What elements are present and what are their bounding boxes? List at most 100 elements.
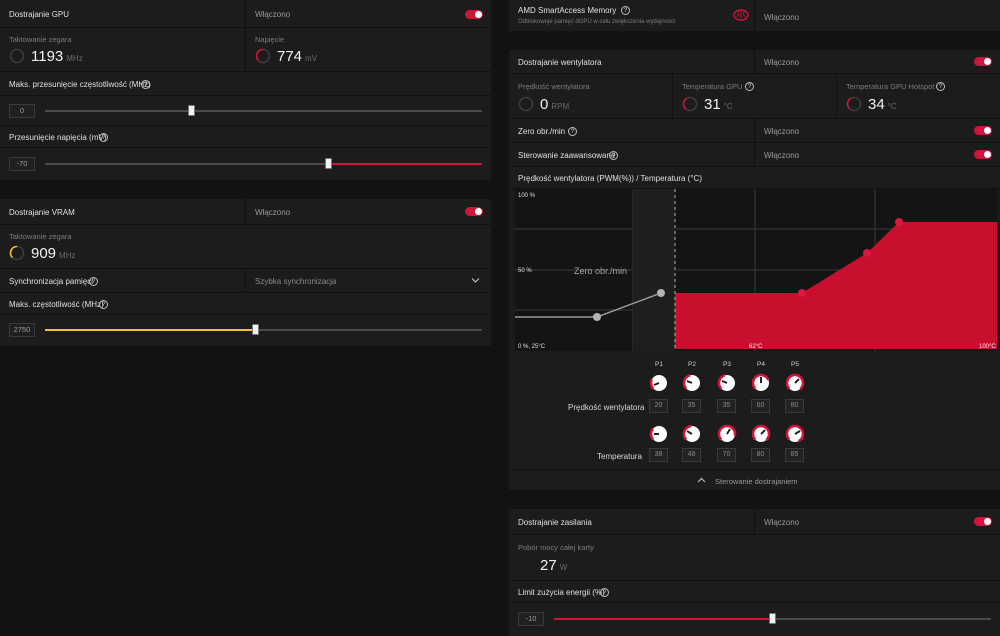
sam-state: Włączono [764, 13, 800, 22]
fan-curve-chart[interactable]: 100 % 50 % 0 %, 25°C 62°C 100°C Zero obr… [515, 189, 997, 351]
gpu-temp-gauge-icon [682, 96, 698, 112]
voltage-offset-slider-thumb[interactable] [325, 158, 332, 169]
power-limit-slider-row: -10 [509, 603, 1000, 636]
gpu-tuning-toggle[interactable] [465, 10, 483, 19]
voltage-offset-label: Przesunięcie napięcia (mV) [9, 133, 107, 142]
memory-sync-label: Synchronizacja pamięci [9, 277, 94, 286]
fan-tuning-toggle[interactable] [974, 57, 992, 66]
collapse-tuning-control[interactable]: Sterowanie dostrajaniem [509, 469, 1000, 490]
hotspot-temp-readout: 34 °C [868, 96, 897, 113]
power-limit-slider-thumb[interactable] [769, 613, 776, 624]
help-icon[interactable]: ? [89, 277, 98, 286]
zero-rpm-start-point[interactable] [593, 313, 601, 321]
speed-value-p4[interactable]: 60 [751, 399, 770, 413]
max-freq-offset-slider-thumb[interactable] [188, 105, 195, 116]
temp-row-label: Temperatura [597, 452, 642, 461]
vram-max-freq-label: Maks. częstotliwość (MHz) [9, 300, 104, 309]
fan-tuning-title: Dostrajanie wentylatora [518, 58, 602, 67]
speed-knob-p4[interactable] [751, 373, 771, 393]
gpu-tuning-header: Dostrajanie GPU Włączono [0, 0, 491, 28]
point-label-p3: P3 [723, 361, 731, 368]
help-icon[interactable]: ? [141, 80, 150, 89]
vram-max-freq-input[interactable]: 2750 [9, 323, 35, 337]
gpu-metrics-row: Taktowanie zegara 1193 MHz Napięcie 774 mV [0, 28, 491, 72]
power-tuning-toggle[interactable] [974, 517, 992, 526]
temp-value-p1[interactable]: 38 [649, 448, 668, 462]
help-icon[interactable]: ? [600, 588, 609, 597]
gpu-temp-value: 31 [704, 96, 721, 113]
zero-rpm-stop-point[interactable] [657, 289, 665, 297]
zero-rpm-toggle[interactable] [974, 126, 992, 135]
speed-value-p2[interactable]: 35 [682, 399, 701, 413]
fan-curve-area [675, 222, 997, 349]
fan-speed-value: 0 [540, 96, 549, 113]
vram-max-freq-slider-row: 2750 [0, 315, 491, 346]
gpu-tuning-state: Włączono [255, 10, 291, 19]
speed-knob-p3[interactable] [717, 373, 737, 393]
origin-label: 0 %, 25°C [518, 344, 546, 350]
speed-value-p3[interactable]: 35 [717, 399, 736, 413]
fan-curve-title: Prędkość wentylatora (PWM(%)) / Temperat… [518, 174, 702, 183]
help-icon[interactable]: ? [99, 133, 108, 142]
temp-knob-p4[interactable] [751, 424, 771, 444]
zero-rpm-state: Włączono [764, 127, 800, 136]
max-freq-offset-label: Maks. przesunięcie częstotliwość (MHz) [9, 80, 151, 89]
gpu-tuning-panel: Dostrajanie GPU Włączono Taktowanie zega… [0, 0, 491, 180]
vram-clock-readout: 909 MHz [31, 245, 75, 262]
vram-max-freq-header: Maks. częstotliwość (MHz) ? [0, 293, 491, 315]
gpu-voltage-gauge-icon [255, 48, 271, 64]
speed-value-p5[interactable]: 80 [785, 399, 804, 413]
max-freq-offset-track[interactable] [45, 110, 482, 112]
max-freq-offset-input[interactable]: 0 [9, 104, 35, 118]
collapse-tuning-label: Sterowanie dostrajaniem [715, 477, 798, 486]
gpu-voltage-value: 774 [277, 48, 303, 65]
speed-knob-p2[interactable] [682, 373, 702, 393]
speed-value-p1[interactable]: 20 [649, 399, 668, 413]
sam-description: Odblokowuje pamięć dGPU w celu zwiększen… [518, 19, 676, 25]
temp-value-p4[interactable]: 80 [751, 448, 770, 462]
power-limit-header: Limit zużycia energii (%) ? [509, 581, 1000, 603]
vram-clock-label: Taktowanie zegara [9, 232, 72, 241]
curve-point-p4[interactable] [863, 249, 871, 257]
temp-knob-p2[interactable] [682, 424, 702, 444]
memory-sync-dropdown[interactable]: Szybka synchronizacja [246, 269, 491, 293]
temp-knob-p3[interactable] [717, 424, 737, 444]
voltage-offset-slider-row: -70 [0, 148, 491, 180]
speed-knob-p1[interactable] [649, 373, 669, 393]
y-axis-mid-label: 50 % [518, 268, 532, 274]
curve-point-p5[interactable] [895, 218, 903, 226]
help-icon[interactable]: ? [745, 82, 754, 91]
help-icon[interactable]: ? [621, 6, 630, 15]
fan-points-grid: P1 P2 P3 P4 P5 Prędkość wentylatora 20 3… [509, 351, 1000, 469]
help-icon[interactable]: ? [568, 127, 577, 136]
point-label-p2: P2 [688, 361, 696, 368]
power-limit-input[interactable]: -10 [518, 612, 544, 626]
fan-tuning-header: Dostrajanie wentylatora Włączono [509, 50, 1000, 74]
gpu-temp-label: Temperatura GPU [682, 82, 743, 91]
voltage-offset-track[interactable] [45, 163, 482, 165]
help-icon[interactable]: ? [99, 300, 108, 309]
help-icon[interactable]: ? [936, 82, 945, 91]
vram-tuning-toggle[interactable] [465, 207, 483, 216]
power-tuning-panel: Dostrajanie zasilania Włączono Pobór moc… [509, 509, 1000, 636]
vram-max-freq-fill [45, 329, 256, 331]
y-axis-top-label: 100 % [518, 193, 536, 199]
vram-max-freq-slider-thumb[interactable] [252, 324, 259, 335]
advanced-control-toggle[interactable] [974, 150, 992, 159]
voltage-offset-input[interactable]: -70 [9, 157, 35, 171]
temp-value-p2[interactable]: 48 [682, 448, 701, 462]
curve-point-p3[interactable] [798, 289, 806, 297]
hotspot-temp-label: Temperatura GPU Hotspot [846, 82, 935, 91]
help-icon[interactable]: ? [609, 151, 618, 160]
power-draw-readout: 27 W [540, 557, 567, 574]
fan-speed-label: Prędkość wentylatora [518, 82, 590, 91]
temp-knob-p1[interactable] [649, 424, 669, 444]
temp-knob-p5[interactable] [785, 424, 805, 444]
speed-knob-p5[interactable] [785, 373, 805, 393]
temp-value-p3[interactable]: 70 [717, 448, 736, 462]
temp-value-p5[interactable]: 85 [785, 448, 804, 462]
power-tuning-header: Dostrajanie zasilania Włączono [509, 509, 1000, 535]
power-draw-label: Pobór mocy całej karty [518, 543, 594, 552]
vram-max-freq-track[interactable] [45, 329, 482, 331]
power-draw-unit: W [559, 563, 568, 572]
